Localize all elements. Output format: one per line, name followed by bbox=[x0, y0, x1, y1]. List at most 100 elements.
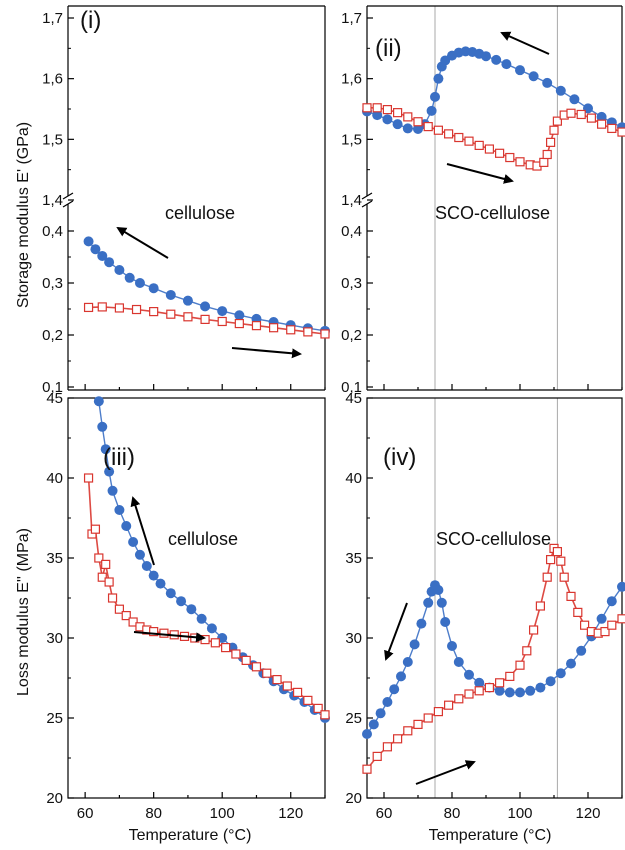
p2-heating-point bbox=[107, 593, 118, 603]
p2-heating-point bbox=[262, 668, 272, 678]
p2-cooling-point bbox=[186, 604, 197, 615]
p3-heating-point bbox=[382, 742, 392, 752]
arrow-heating-iv bbox=[415, 760, 476, 785]
p0-heating-point bbox=[131, 304, 142, 315]
p1-heating-point bbox=[484, 144, 494, 154]
p1-heating-point bbox=[372, 103, 382, 113]
p3-cooling-point bbox=[596, 613, 607, 624]
p0-cooling-point bbox=[134, 278, 145, 288]
p3-cooling-point bbox=[389, 684, 400, 695]
p3-heating-point bbox=[607, 620, 617, 630]
p3-y-tick-label: 20 bbox=[345, 790, 362, 807]
p1-heating-point bbox=[596, 119, 607, 129]
panel-iv: 20 25 30 35 40 45 60 80 100 120 bbox=[345, 390, 625, 822]
p1-heating-point bbox=[393, 108, 403, 118]
p1-heating-point bbox=[474, 140, 484, 150]
arrow-cooling-ii bbox=[500, 31, 550, 55]
arrow-cooling-iii bbox=[130, 496, 155, 566]
p3-heating-point bbox=[552, 546, 563, 557]
p0-y-tick-label: 0,2 bbox=[42, 327, 63, 344]
p0-heating-point bbox=[83, 302, 94, 313]
p2-cooling-point bbox=[148, 570, 159, 581]
p3-cooling-point bbox=[617, 581, 625, 592]
p3-heating-point bbox=[573, 607, 583, 618]
p3-heating-point bbox=[464, 689, 474, 699]
y-axis-label-storage: Storage modulus E' (GPa) bbox=[15, 122, 32, 308]
p1-y-tick-label: 1,6 bbox=[341, 71, 362, 88]
p2-heating-point bbox=[241, 655, 251, 666]
p3-heating-point bbox=[444, 700, 454, 710]
annotation-sco-top: SCO-cellulose bbox=[435, 203, 550, 223]
p3-cooling-point bbox=[447, 641, 457, 651]
p2-cooling-point bbox=[155, 578, 166, 589]
p1-y-tick-label: 0,4 bbox=[341, 223, 362, 240]
p3-cooling-point bbox=[433, 585, 444, 595]
p2-heating-point bbox=[101, 559, 111, 570]
p2-cooling-point bbox=[176, 596, 187, 607]
p0-cooling-point bbox=[148, 283, 159, 294]
p2-cooling-point bbox=[104, 466, 115, 477]
p2-heating-line bbox=[87, 477, 326, 716]
p0-cooling-point bbox=[104, 257, 115, 268]
p0-cooling-point bbox=[182, 295, 193, 306]
p2-y-tick-label: 40 bbox=[46, 470, 63, 487]
p0-heating-point bbox=[286, 325, 296, 335]
p0-axis-break-mark bbox=[62, 192, 74, 200]
x-axis-label-right: Temperature (°C) bbox=[429, 827, 552, 844]
annotation-cellulose-bottom: cellulose bbox=[168, 529, 238, 549]
p3-cooling-point bbox=[436, 597, 447, 608]
p3-y-tick-label: 30 bbox=[345, 630, 362, 647]
p1-y-tick-label: 1,4 bbox=[341, 192, 362, 209]
p1-heating-point bbox=[495, 148, 505, 158]
p2-x-tick-label: 120 bbox=[278, 805, 303, 822]
p2-cooling-point bbox=[114, 505, 125, 515]
p2-y-tick-label: 20 bbox=[46, 790, 63, 807]
arrow-cooling-iv bbox=[384, 602, 408, 661]
p1-heating-point bbox=[454, 132, 464, 143]
panel-label-iii: (iii) bbox=[103, 444, 135, 471]
panel-iii: 20 25 30 35 40 45 60 80 100 120 bbox=[46, 390, 330, 822]
p3-heating-point bbox=[393, 734, 403, 744]
p2-heating-point bbox=[282, 681, 292, 691]
p0-heating-point bbox=[217, 316, 227, 327]
arrow-heating-i bbox=[231, 347, 302, 359]
panel-label-iv: (iv) bbox=[383, 444, 416, 471]
p1-heating-point bbox=[576, 109, 586, 120]
p1-cooling-point bbox=[402, 123, 413, 134]
y-axis-label-loss: Loss modulus E'' (MPa) bbox=[15, 528, 32, 696]
p2-heating-point bbox=[320, 710, 330, 720]
p3-x-tick-label: 120 bbox=[575, 805, 600, 822]
p2-x-tick-label: 60 bbox=[77, 805, 94, 822]
p3-y-tick-label: 40 bbox=[345, 470, 362, 487]
p2-cooling-point bbox=[97, 421, 108, 432]
p0-heating-point bbox=[114, 303, 125, 313]
p1-y-tick-label: 1,5 bbox=[341, 131, 362, 148]
p3-x-tick-label: 60 bbox=[376, 805, 393, 822]
p3-heating-point bbox=[535, 601, 546, 611]
p1-axis-break-mark bbox=[361, 200, 373, 208]
p3-cooling-point bbox=[362, 729, 372, 739]
p3-heating-point bbox=[495, 678, 505, 688]
p3-heating-point bbox=[362, 764, 372, 774]
p1-heating-point bbox=[539, 157, 549, 167]
p3-heating-point bbox=[505, 671, 515, 682]
p0-cooling-point bbox=[234, 310, 245, 321]
p3-cooling-point bbox=[382, 697, 393, 707]
p3-heating-point bbox=[528, 625, 539, 635]
p0-heating-point bbox=[97, 302, 107, 312]
p3-cooling-point bbox=[525, 685, 536, 696]
p1-y-tick-label: 0,3 bbox=[341, 275, 362, 292]
p1-y-tick-label: 0,2 bbox=[341, 327, 362, 344]
p1-heating-point bbox=[464, 136, 474, 146]
p3-cooling-point bbox=[566, 658, 576, 669]
p2-y-tick-label: 30 bbox=[46, 630, 63, 647]
p1-heating-point bbox=[362, 103, 372, 113]
p2-cooling-point bbox=[134, 549, 145, 560]
p3-heating-point bbox=[522, 646, 532, 656]
p0-axis-break-mark bbox=[62, 200, 74, 208]
p0-y-tick-label: 0,3 bbox=[42, 275, 63, 292]
p0-cooling-point bbox=[217, 306, 228, 317]
p1-cooling-point bbox=[433, 73, 444, 84]
p3-heating-point bbox=[372, 751, 382, 762]
